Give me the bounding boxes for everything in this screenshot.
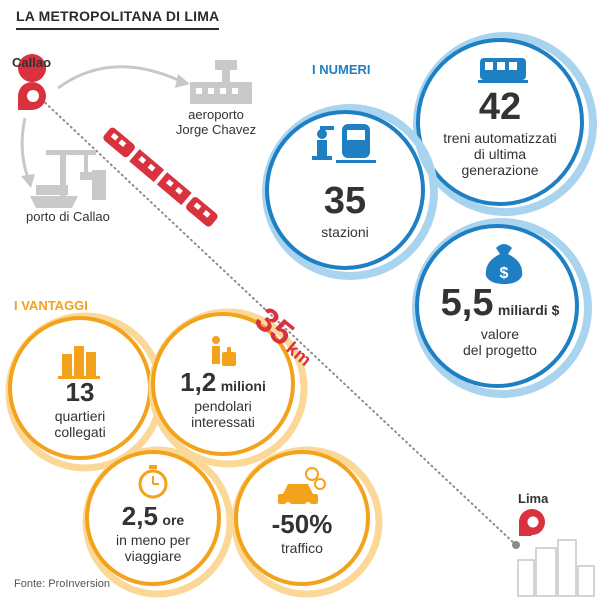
location-pin-icon-callao [18,54,47,110]
money-bag-icon: $ [485,244,523,284]
place-label-airport: aeroporto Jorge Chavez [168,107,264,138]
svg-text:$: $ [500,265,509,282]
traveler-luggage-icon [212,336,236,366]
stat-time: 2,5 ore in meno per viaggiare [93,501,213,564]
commuters-line2: interessati [191,413,255,430]
arrow-head-port [21,174,35,188]
time-value: 2,5 [121,501,158,531]
time-line1: in meno per [116,531,190,548]
arrow-to-port [20,117,30,179]
districts-line1: quartieri [54,407,106,424]
arrow-to-airport [57,65,179,90]
city-skyline-icon [517,539,595,597]
circle-trains [416,38,584,206]
place-label-lima: Lima [518,491,549,506]
stat-trains: 42 treni automatizzati di ultima generaz… [420,86,580,178]
circle-commuters [151,312,295,456]
cost-unit: miliardi $ [497,302,560,318]
arrow-head-airport [175,74,190,88]
buildings-icon [58,346,100,379]
trains-line1: treni automatizzati [443,129,557,146]
circle-cost [415,224,579,388]
stat-traffic: -50% traffico [242,509,362,556]
stat-districts: 13 quartieri collegati [20,377,140,440]
circle-stations [265,110,425,270]
page-title: LA METROPOLITANA DI LIMA [16,8,220,30]
trains-line3: generazione [461,161,539,178]
stations-label: stazioni [321,223,369,240]
stations-value: 35 [323,180,367,222]
commuters-unit: milioni [220,378,266,394]
stopwatch-icon [138,465,168,499]
station-passenger-icon [312,124,376,163]
trains-value: 42 [478,86,522,128]
traffic-value: -50% [271,509,333,539]
car-pollution-icon [278,467,326,508]
place-label-port: porto di Callao [26,209,110,224]
cost-line2: del progetto [463,341,537,358]
airport-icon [190,60,252,104]
advantages-heading: I VANTAGGI [14,298,88,313]
stat-cost: 5,5 miliardi $ valore del progetto [420,282,580,358]
numbers-heading: I NUMERI [312,62,371,77]
circle-traffic [234,450,370,586]
time-unit: ore [162,512,185,528]
port-crane-icon [30,150,106,208]
metro-train-icon [478,58,528,83]
stat-commuters: 1,2 milioni pendolari interessati [163,367,283,430]
airport-label-line1: aeroporto [188,107,244,122]
cost-line1: valore [480,325,520,342]
airport-label-line2: Jorge Chavez [175,121,257,137]
place-label-callao: Callao [12,55,52,70]
commuters-value: 1,2 [180,367,217,397]
commuters-line1: pendolari [194,397,252,414]
train-icon [103,127,218,227]
time-line2: viaggiare [124,547,182,564]
stat-stations: 35 stazioni [285,180,405,240]
circle-time [85,450,221,586]
traffic-label: traffico [281,539,323,556]
cost-value: 5,5 [440,282,494,324]
districts-line2: collegati [54,423,106,440]
location-pin-icon-lima [519,509,545,536]
route-end-dot [512,541,520,549]
source-note: Fonte: ProInversion [14,578,110,590]
route-line [37,95,517,546]
districts-value: 13 [65,377,95,407]
trains-line2: di ultima [473,145,527,162]
